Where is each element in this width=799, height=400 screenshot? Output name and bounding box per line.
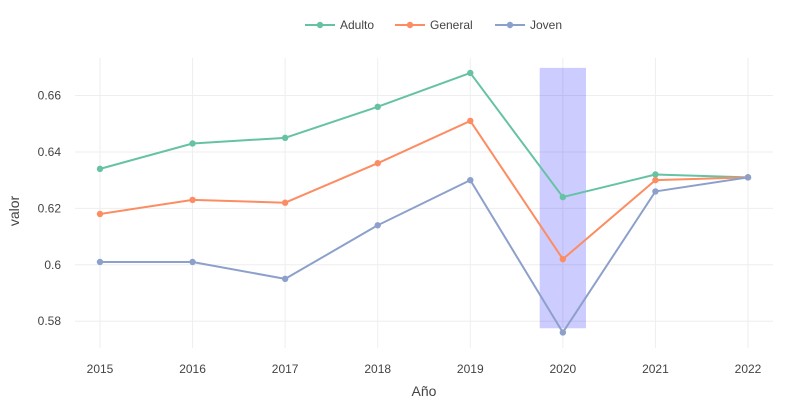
data-point-joven-2021[interactable] bbox=[652, 188, 659, 195]
x-tick-label: 2022 bbox=[735, 362, 762, 376]
data-point-joven-2020[interactable] bbox=[559, 329, 567, 336]
x-tick-label: 2016 bbox=[179, 362, 206, 376]
y-tick-label: 0.6 bbox=[44, 258, 61, 272]
grid-layer bbox=[75, 58, 773, 348]
data-point-joven-2018[interactable] bbox=[374, 222, 381, 229]
data-point-adulto-2015[interactable] bbox=[96, 165, 104, 173]
data-point-adulto-2016[interactable] bbox=[189, 140, 196, 147]
data-point-general-2020[interactable] bbox=[559, 255, 567, 263]
data-point-joven-2017[interactable] bbox=[281, 275, 289, 283]
tick-layer: 2015 2016 2017 2018 2019 2020 2021 2022 0.58 0.6 0… bbox=[38, 89, 762, 376]
data-point-general-2017[interactable] bbox=[281, 199, 289, 206]
data-point-adulto-2017[interactable] bbox=[281, 134, 289, 142]
series-line-adulto bbox=[99, 71, 749, 199]
data-point-adulto-2018[interactable] bbox=[374, 103, 381, 111]
series-line-joven bbox=[99, 176, 749, 334]
data-point-joven-2022[interactable] bbox=[744, 174, 752, 181]
y-axis-title: valor bbox=[6, 195, 22, 226]
data-point-adulto-2019[interactable] bbox=[467, 69, 474, 77]
data-point-general-2019[interactable] bbox=[467, 117, 474, 125]
data-point-general-2015[interactable] bbox=[96, 210, 104, 218]
legend-item-joven[interactable]: Joven bbox=[495, 18, 562, 32]
legend-label: Adulto bbox=[340, 18, 374, 32]
legend-item-adulto[interactable]: Adulto bbox=[305, 18, 374, 32]
x-tick-label: 2018 bbox=[364, 362, 391, 376]
legend-swatch-marker bbox=[506, 21, 514, 29]
legend-label: General bbox=[430, 18, 473, 32]
data-point-general-2016[interactable] bbox=[189, 196, 196, 204]
y-tick-label: 0.58 bbox=[38, 314, 62, 328]
y-tick-label: 0.62 bbox=[38, 201, 62, 215]
y-tick-label: 0.64 bbox=[38, 145, 62, 159]
legend-swatch-marker bbox=[316, 21, 324, 29]
legend-label: Joven bbox=[530, 18, 562, 32]
data-point-general-2021[interactable] bbox=[652, 176, 659, 184]
data-point-joven-2016[interactable] bbox=[189, 258, 196, 266]
x-tick-label: 2015 bbox=[87, 362, 114, 376]
legend-swatch-marker bbox=[406, 21, 414, 29]
legend[interactable]: Adulto General Joven bbox=[305, 18, 562, 32]
x-tick-label: 2021 bbox=[642, 362, 669, 376]
series-line-general bbox=[99, 119, 749, 261]
x-tick-label: 2020 bbox=[550, 362, 577, 376]
data-point-joven-2019[interactable] bbox=[467, 176, 474, 184]
legend-item-general[interactable]: General bbox=[395, 18, 473, 32]
data-point-adulto-2021[interactable] bbox=[652, 171, 659, 178]
y-tick-label: 0.66 bbox=[38, 89, 62, 103]
data-point-joven-2015[interactable] bbox=[96, 258, 104, 266]
data-point-general-2018[interactable] bbox=[374, 160, 381, 167]
series-layer bbox=[96, 69, 752, 336]
x-tick-label: 2019 bbox=[457, 362, 484, 376]
data-point-adulto-2020[interactable] bbox=[559, 193, 567, 201]
x-tick-label: 2017 bbox=[272, 362, 299, 376]
x-axis-title: Año bbox=[412, 383, 437, 399]
